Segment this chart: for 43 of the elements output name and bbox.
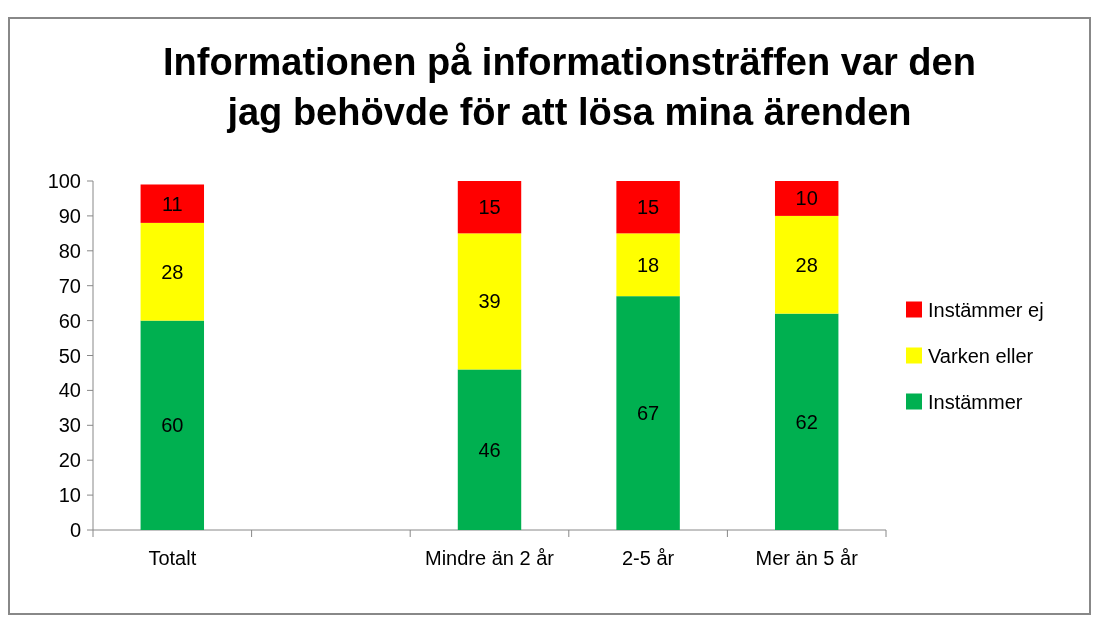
y-tick-label: 30	[58, 414, 81, 437]
y-tick-label: 10	[58, 484, 81, 507]
bar	[457, 369, 522, 530]
data-label: 15	[478, 196, 501, 219]
y-tick-label: 100	[47, 170, 81, 192]
data-label: 46	[478, 438, 501, 461]
bar	[140, 222, 205, 321]
chart-title: Informationen på informationsträffen var den jag behövde för att lösa mina ärenden	[163, 41, 976, 133]
bar	[774, 181, 839, 216]
y-tick-label: 40	[58, 379, 81, 402]
x-tick-label: Mindre än 2 år	[425, 547, 555, 569]
bar	[616, 181, 680, 234]
legend-label: Instämmer ej	[928, 298, 1044, 321]
x-tick-label: 2-5 år	[621, 547, 675, 569]
data-label: 62	[795, 410, 818, 433]
data-label: 67	[636, 402, 660, 425]
bar	[457, 181, 522, 234]
data-label: 18	[636, 253, 660, 276]
bar	[774, 313, 839, 530]
legend-label: Instämmer	[928, 390, 1023, 413]
bar	[616, 296, 680, 530]
bar	[774, 215, 839, 314]
x-tick-label: Totalt	[148, 547, 197, 569]
bar	[457, 233, 522, 370]
y-tick-label: 0	[69, 519, 81, 541]
y-tick-label: 50	[58, 344, 81, 367]
data-label: 28	[795, 253, 818, 276]
data-label: 15	[636, 196, 660, 219]
bar	[140, 184, 205, 223]
data-label: 28	[161, 260, 184, 283]
data-label: 11	[161, 192, 183, 215]
bar	[140, 320, 205, 530]
y-tick-label: 90	[58, 204, 81, 227]
x-tick-label: Mer än 5 år	[755, 547, 859, 569]
y-tick-label: 20	[58, 449, 81, 472]
legend-label: Varken eller	[928, 344, 1034, 367]
data-label: 60	[161, 414, 184, 437]
data-label: 39	[478, 290, 501, 313]
y-tick-label: 70	[58, 274, 81, 297]
data-label: 10	[795, 187, 818, 210]
bar	[616, 233, 680, 297]
y-tick-label: 60	[58, 309, 81, 332]
y-tick-label: 80	[58, 239, 81, 262]
